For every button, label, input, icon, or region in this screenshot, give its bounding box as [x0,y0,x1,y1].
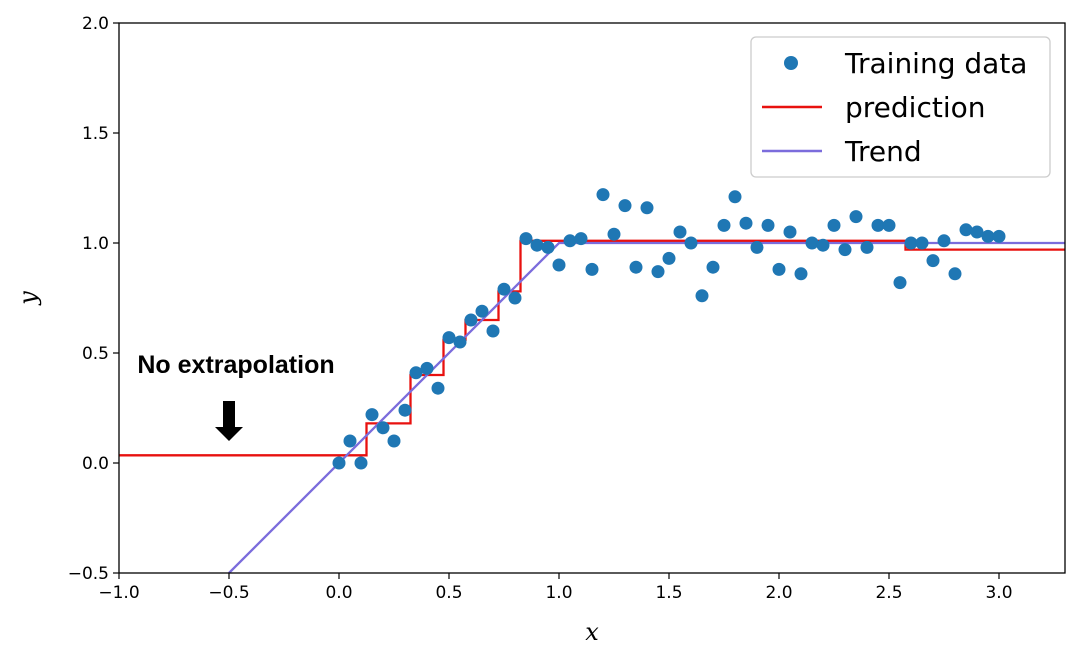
training-data-point [387,434,401,448]
training-data-point [530,238,544,252]
training-data-point [420,361,434,375]
training-data-point [761,218,775,232]
training-data-point [354,456,368,470]
training-data-point [574,232,588,246]
training-data-point [959,223,973,237]
training-data-point [508,291,522,305]
training-data-point [442,331,456,345]
training-data-point [475,304,489,318]
legend-label: prediction [845,91,985,124]
training-data-point [849,210,863,224]
x-tick-label: 0.5 [435,583,462,603]
training-data-point [519,232,533,246]
y-tick-label: 0.0 [82,454,109,474]
training-data-point [827,218,841,232]
training-data-point [596,188,610,202]
x-tick-label: −0.5 [208,583,249,603]
training-data-point [662,251,676,265]
training-data-point [673,225,687,239]
training-data-point [860,240,874,254]
training-data-point [486,324,500,338]
x-tick-label: 3.0 [985,583,1012,603]
training-data-point [981,229,995,243]
training-data-point [948,267,962,281]
training-data-point [717,218,731,232]
training-data-point [431,381,445,395]
training-data-point [398,403,412,417]
legend [750,36,1051,178]
training-data-point [838,243,852,257]
training-data-point [541,240,555,254]
training-data-point [563,234,577,248]
training-data-point [992,229,1006,243]
y-tick-label: 1.5 [82,124,109,144]
legend-marker-training-data [784,56,798,70]
prediction-line [119,239,1065,457]
training-data-point [706,260,720,274]
legend-label: Training data [844,47,1027,80]
training-data-point [552,258,566,272]
training-data-point [618,199,632,213]
y-tick-label: 1.0 [82,234,109,254]
training-data-point [640,201,654,215]
training-data-point [651,265,665,279]
training-data-point [332,456,346,470]
training-data-point [464,313,478,327]
training-data-point [728,190,742,204]
x-axis-label: x [585,618,599,646]
training-data-point [607,227,621,241]
training-data-point [629,260,643,274]
y-tick-label: 0.5 [82,344,109,364]
training-data-point [585,262,599,276]
y-axis-label: y [14,291,42,306]
training-data-point [816,238,830,252]
training-data-point [739,216,753,230]
training-data-point [409,366,423,380]
legend-label: Trend [844,135,922,168]
training-data-point [783,225,797,239]
x-tick-label: 2.0 [765,583,792,603]
y-tick-label: −0.5 [68,564,109,584]
x-tick-label: 2.5 [875,583,902,603]
training-data-point [365,408,379,422]
training-data-point [805,236,819,250]
training-data-point [453,335,467,349]
x-tick-label: 1.0 [545,583,572,603]
x-tick-label: 0.0 [325,583,352,603]
training-data-point [794,267,808,281]
y-tick-label: 2.0 [82,14,109,34]
x-tick-label: −1.0 [98,583,139,603]
training-data-point [772,262,786,276]
down-arrow-icon [215,401,243,441]
training-data-point [882,218,896,232]
training-data-point [871,218,885,232]
plot-frame [118,22,1066,574]
training-data-point [915,236,929,250]
training-data-point [684,236,698,250]
training-data-point [893,276,907,290]
x-tick-label: 1.5 [655,583,682,603]
training-data-point [926,254,940,268]
training-data-point [376,421,390,435]
training-data-point [970,225,984,239]
annotation-text: No extrapolation [137,351,334,379]
training-data-point [343,434,357,448]
training-data-point [497,282,511,296]
training-data-point [904,236,918,250]
training-data-point [695,289,709,303]
training-data-point [937,234,951,248]
training-data-point [750,240,764,254]
